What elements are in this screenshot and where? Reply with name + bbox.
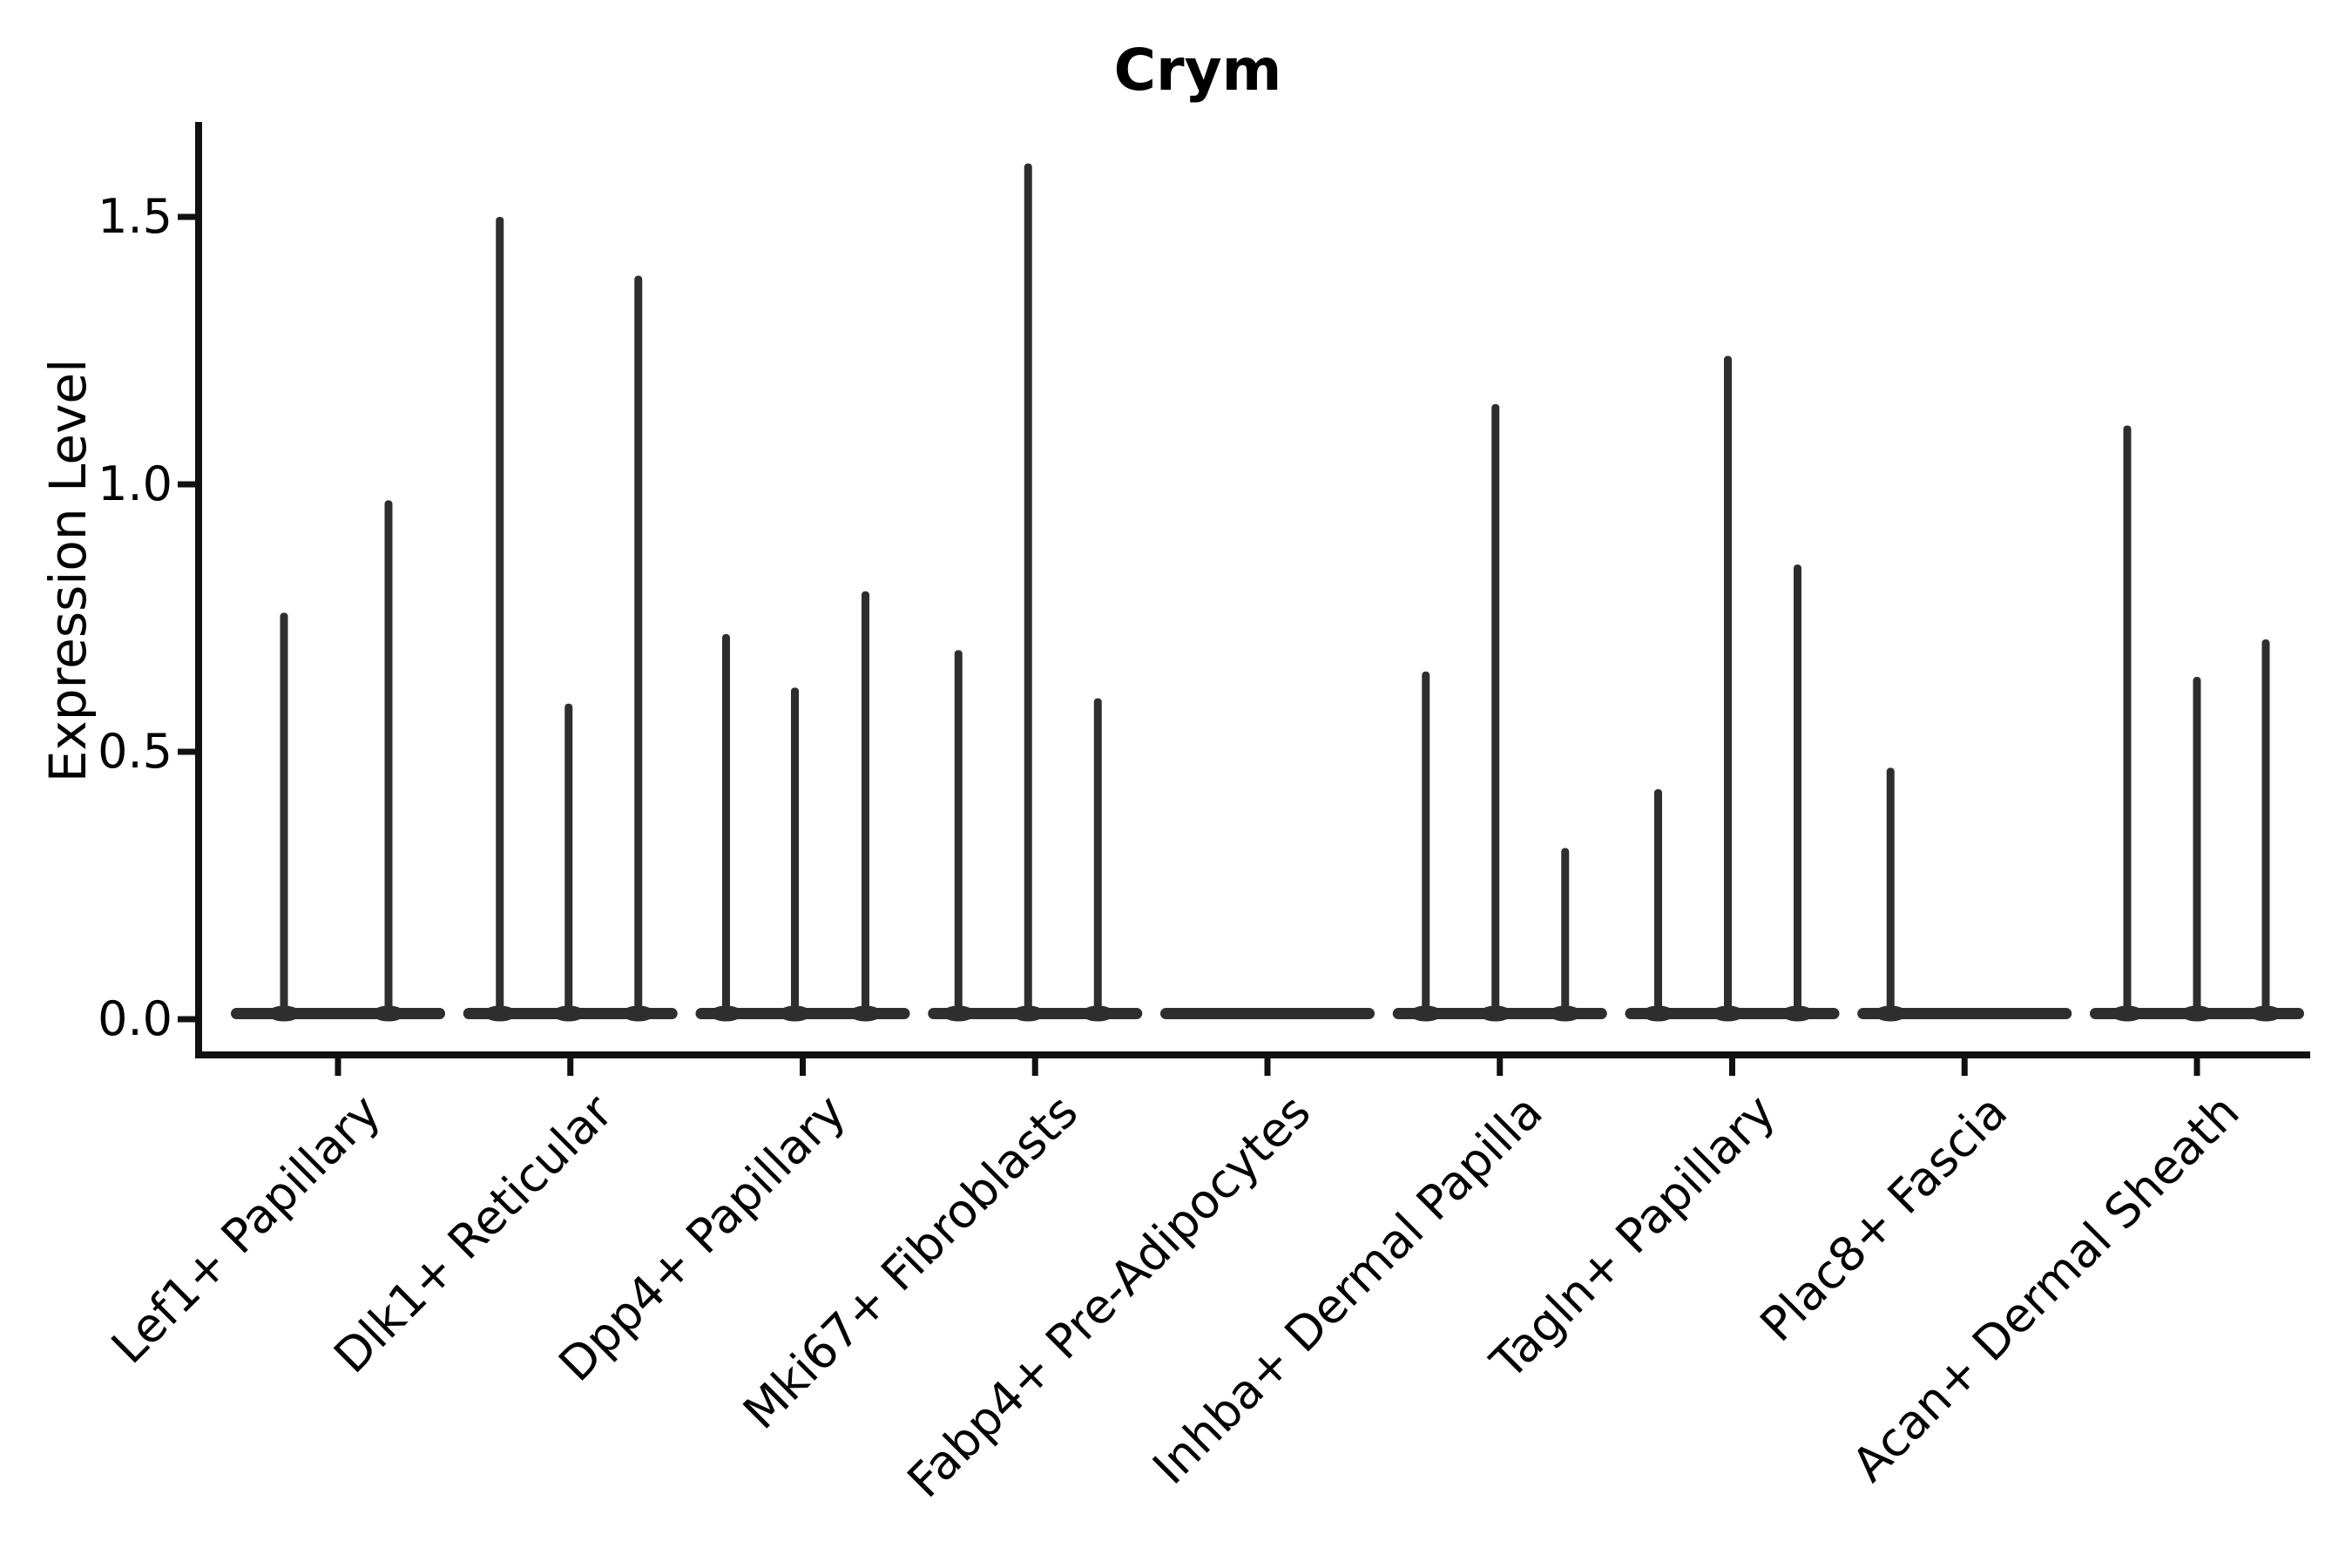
violin-spike (1654, 788, 1662, 1017)
violin-spike (1024, 163, 1032, 1018)
violin-spike (564, 703, 573, 1017)
violin-group (1857, 767, 2072, 1022)
violin-spike (722, 633, 730, 1017)
violin-group (2090, 425, 2304, 1022)
violin-group (695, 591, 910, 1022)
violin-spike (1794, 564, 1801, 1017)
violin-group (231, 500, 445, 1022)
y-tick-label: 1.5 (98, 189, 172, 244)
violin-base-bar (1857, 1008, 2072, 1019)
violin-base-bar (231, 1008, 445, 1019)
violin-spike (2123, 425, 2132, 1018)
violin-spike (1422, 671, 1430, 1017)
violin-spike (384, 500, 393, 1017)
violin-spike (1491, 403, 1500, 1017)
violin-base-bar (1160, 1008, 1375, 1019)
violin-spike (2193, 677, 2201, 1017)
violin-spike (791, 687, 799, 1017)
violin-group (1160, 1008, 1375, 1019)
y-tick-label: 0.5 (98, 724, 172, 779)
violin-spike (1724, 355, 1732, 1017)
violin-spike (1886, 767, 1895, 1017)
plot-title: Crym (1113, 37, 1282, 104)
violin-spike (280, 612, 288, 1017)
violin-spike (2261, 639, 2270, 1017)
violin-spike (862, 591, 869, 1017)
violin-spike (1093, 698, 1102, 1017)
violin-group (463, 217, 678, 1022)
y-tick-label: 1.0 (98, 456, 172, 511)
y-tick-label: 0.0 (98, 991, 172, 1046)
violin-spike (634, 275, 643, 1017)
violin-spike (496, 217, 504, 1017)
violin-group (1625, 355, 1840, 1022)
violin-spike (954, 650, 963, 1017)
violin-group (1392, 403, 1607, 1022)
violin-group (928, 163, 1143, 1022)
violin-spike (1561, 848, 1570, 1017)
